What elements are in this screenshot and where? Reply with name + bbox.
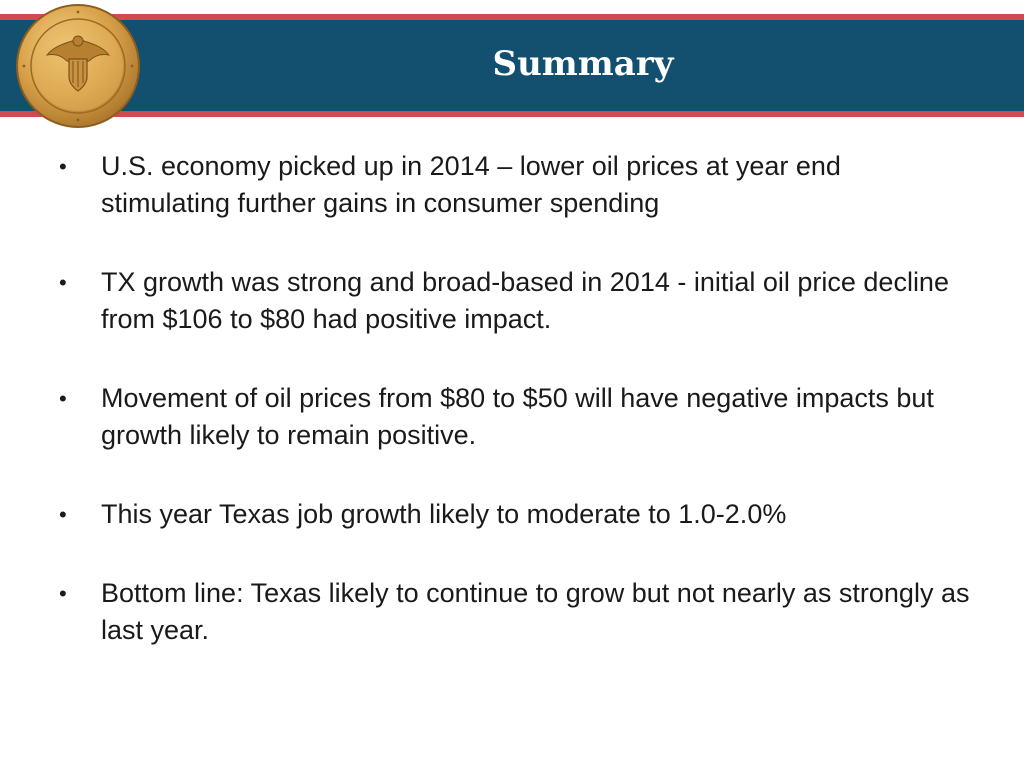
list-item: • U.S. economy picked up in 2014 – lower…	[56, 148, 976, 222]
bullet-text: Movement of oil prices from $80 to $50 w…	[101, 383, 934, 450]
page-title: Summary	[492, 44, 674, 84]
list-item: • Movement of oil prices from $80 to $50…	[56, 380, 976, 454]
federal-reserve-seal-icon	[15, 3, 141, 129]
list-item: • Bottom line: Texas likely to continue …	[56, 575, 976, 649]
bullet-text: TX growth was strong and broad-based in …	[101, 267, 949, 334]
bullet-list: • U.S. economy picked up in 2014 – lower…	[56, 148, 976, 691]
bullet-text: This year Texas job growth likely to mod…	[101, 499, 787, 529]
bullet-dot-icon: •	[59, 154, 67, 179]
bullet-dot-icon: •	[59, 270, 67, 295]
bullet-text: Bottom line: Texas likely to continue to…	[101, 578, 970, 645]
header-top-stripe	[0, 14, 1024, 20]
list-item: • This year Texas job growth likely to m…	[56, 496, 976, 533]
bullet-text: U.S. economy picked up in 2014 – lower o…	[101, 151, 841, 218]
bullet-dot-icon: •	[59, 502, 67, 527]
header-bottom-stripe	[0, 111, 1024, 117]
list-item: • TX growth was strong and broad-based i…	[56, 264, 976, 338]
header-band	[0, 20, 1024, 111]
bullet-dot-icon: •	[59, 386, 67, 411]
bullet-dot-icon: •	[59, 581, 67, 606]
